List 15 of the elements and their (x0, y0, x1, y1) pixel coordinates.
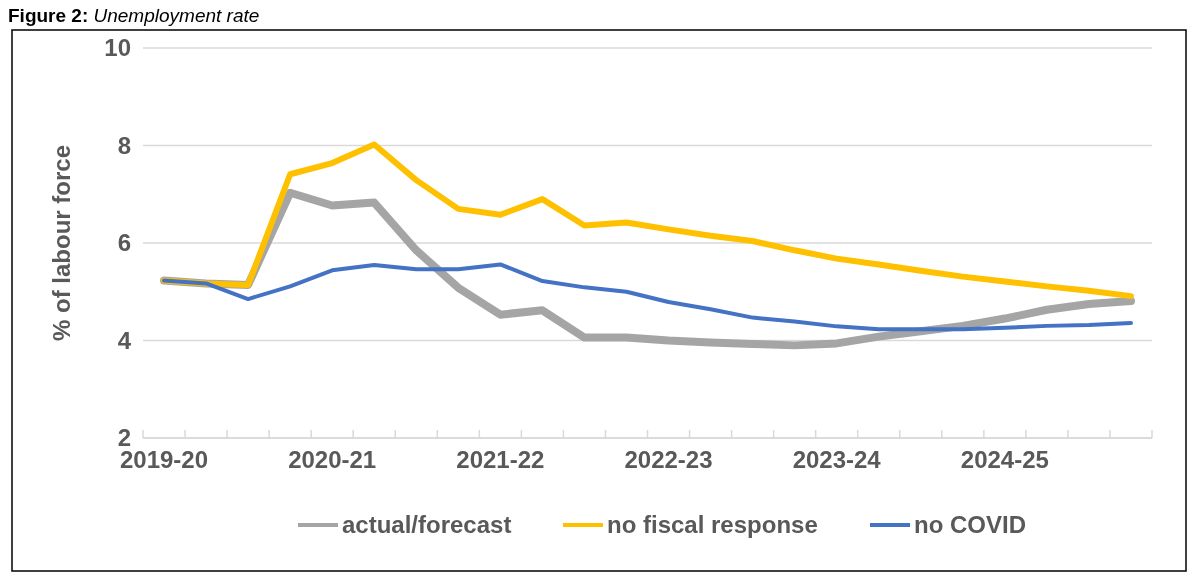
chart-title: Figure 2: Unemployment rate (8, 5, 260, 26)
x-tick-label: 2020-21 (288, 446, 377, 473)
line-series (162, 262, 1133, 332)
y-tick-label: 10 (104, 34, 131, 62)
y-tick-label: 4 (117, 326, 132, 354)
y-tick-label: 6 (117, 229, 131, 257)
x-tick-label: 2023-24 (792, 446, 882, 473)
legend-label: no COVID (914, 511, 1026, 539)
y-tick-label: 8 (117, 131, 131, 159)
x-tick-label: 2021-22 (456, 446, 545, 473)
legend-label: actual/forecast (342, 511, 512, 539)
x-tick-label: 2024-25 (960, 446, 1049, 473)
legend-label: no fiscal response (607, 511, 818, 539)
y-axis-title: % of labour force (48, 144, 75, 342)
x-tick-label: 2022-23 (624, 446, 713, 473)
